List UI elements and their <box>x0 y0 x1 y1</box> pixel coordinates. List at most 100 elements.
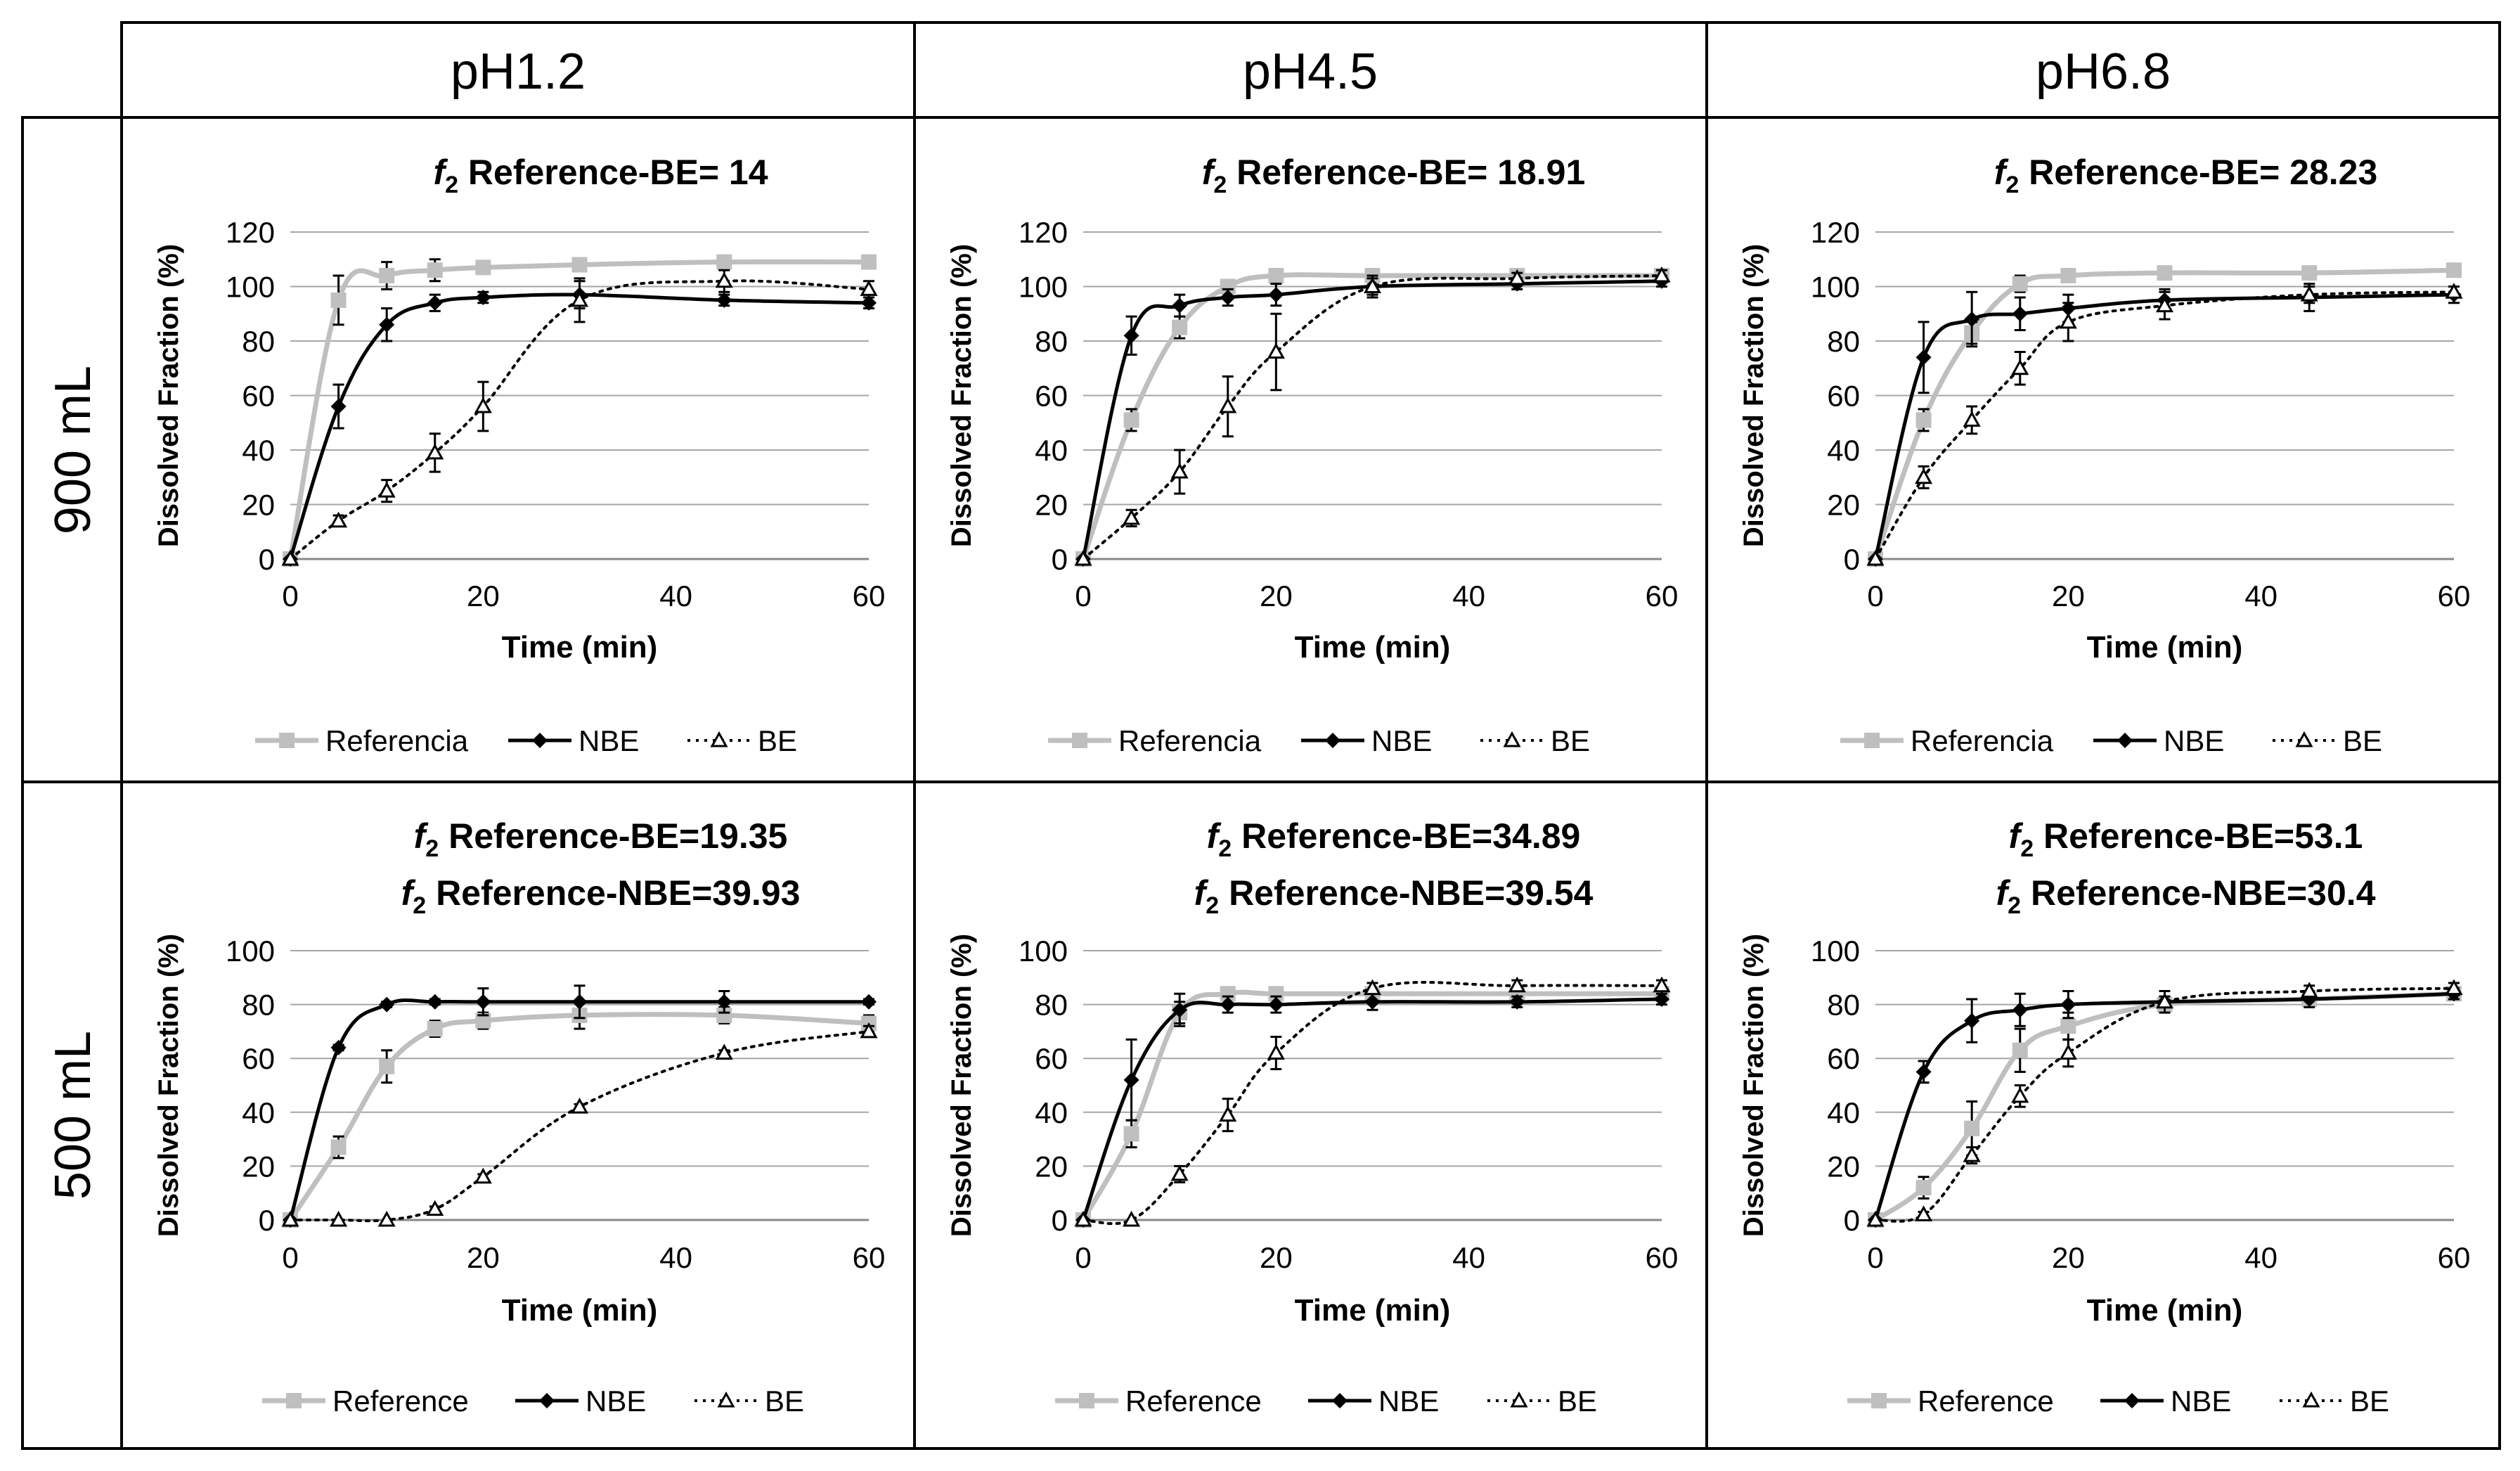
data-point-be <box>1267 342 1285 359</box>
y-tick-label: 60 <box>1035 1042 1068 1075</box>
table-frame <box>21 21 2501 1450</box>
data-point-reference <box>379 268 395 283</box>
data-point-be <box>1170 462 1189 479</box>
chart-title-subscript: 2 <box>1206 892 1219 919</box>
data-point-be <box>474 397 492 413</box>
x-axis-label: Time (min) <box>1295 1293 1451 1328</box>
data-point-be <box>474 1167 492 1184</box>
y-tick-label: 120 <box>1019 216 1068 249</box>
x-tick-label: 60 <box>2438 1241 2471 1274</box>
data-point-be <box>281 1210 299 1227</box>
data-point-be <box>2445 283 2463 299</box>
data-point-nbe <box>571 994 588 1010</box>
data-point-nbe <box>1364 994 1381 1010</box>
legend-marker-be <box>2302 1391 2320 1408</box>
x-tick-label: 60 <box>1646 1241 1679 1274</box>
data-point-nbe <box>1123 328 1139 344</box>
y-tick-label: 20 <box>242 1150 275 1183</box>
data-point-reference <box>1220 986 1236 1002</box>
y-tick-label: 80 <box>1827 989 1860 1022</box>
legend-label-be: BE <box>2343 724 2382 757</box>
data-point-nbe <box>330 1039 347 1055</box>
legend-label-be: BE <box>1551 724 1590 757</box>
data-point-be <box>570 1098 589 1114</box>
legend-label-be: BE <box>758 724 797 757</box>
chart-title-subscript: 2 <box>413 892 426 919</box>
y-tick-label: 20 <box>1035 489 1068 522</box>
chart-title-line: f2 Reference-BE= 18.91 <box>1202 153 1586 198</box>
data-point-reference <box>427 1021 443 1037</box>
y-tick-label: 40 <box>1035 1096 1068 1129</box>
legend-marker-nbe <box>2117 733 2133 748</box>
y-tick-label: 20 <box>1827 1150 1860 1183</box>
data-point-be <box>2300 285 2318 302</box>
data-point-be <box>330 1210 348 1227</box>
y-tick-label: 100 <box>1811 934 1860 968</box>
legend-marker-be <box>717 1391 735 1408</box>
data-point-reference <box>571 257 588 273</box>
chart-title-subscript: 2 <box>2005 172 2019 198</box>
x-tick-label: 40 <box>2244 579 2277 612</box>
data-point-reference <box>1964 1120 1980 1136</box>
y-tick-label: 100 <box>226 271 275 304</box>
y-tick-label: 120 <box>1811 216 1860 249</box>
data-point-be <box>2059 1043 2077 1060</box>
series-line-be <box>1874 290 2455 560</box>
data-point-be <box>2011 1086 2029 1103</box>
chart-title-line: f2 Reference-BE=34.89 <box>1207 816 1581 862</box>
x-tick-label: 20 <box>467 579 500 612</box>
series-line-nbe <box>1873 293 2456 561</box>
data-point-reference <box>2060 268 2076 283</box>
data-point-be <box>330 511 348 528</box>
data-point-reference <box>1172 319 1188 335</box>
data-point-be <box>715 1043 733 1060</box>
legend-marker-be <box>2295 731 2313 747</box>
legend-label-be: BE <box>765 1385 804 1418</box>
y-tick-label: 120 <box>226 216 275 249</box>
legend-marker-nbe <box>1332 1393 1348 1408</box>
y-tick-label: 80 <box>242 989 275 1022</box>
data-point-nbe <box>1268 287 1284 303</box>
y-tick-label: 60 <box>1827 1042 1860 1075</box>
chart-title-text: Reference-BE=34.89 <box>1232 816 1580 856</box>
data-point-be <box>1915 1205 1933 1221</box>
column-header-ph45: pH4.5 <box>1243 44 1378 100</box>
legend-marker-be <box>710 731 728 747</box>
legend-marker-nbe <box>1325 733 1340 748</box>
y-tick-label: 80 <box>1035 325 1068 358</box>
chart-title-subscript: 2 <box>2020 835 2034 862</box>
series-line-be <box>1082 274 1663 560</box>
y-tick-label: 20 <box>242 489 275 522</box>
data-point-reference <box>1123 412 1139 428</box>
series-line-be <box>1874 987 2455 1223</box>
series-line-nbe <box>288 293 871 561</box>
data-point-be <box>1915 468 1933 484</box>
data-point-reference <box>2012 276 2028 292</box>
data-point-reference <box>716 254 732 270</box>
x-tick-label: 20 <box>2052 579 2085 612</box>
y-tick-label: 40 <box>242 1096 275 1129</box>
legend-label-nbe: NBE <box>586 1385 646 1418</box>
legend-label-be: BE <box>1558 1385 1597 1418</box>
data-point-be <box>1267 1043 1285 1060</box>
data-point-be <box>1866 549 1885 566</box>
data-point-reference <box>2301 265 2318 281</box>
y-axis-label: Dissolved Fraction (%) <box>153 244 184 547</box>
data-point-be <box>2011 359 2029 375</box>
y-tick-label: 60 <box>1035 380 1068 413</box>
data-point-nbe <box>1220 996 1236 1013</box>
legend-label-reference: Referencia <box>325 724 469 757</box>
data-point-reference <box>330 292 347 308</box>
data-point-be <box>426 443 444 460</box>
data-point-reference <box>1220 278 1236 295</box>
data-point-reference <box>427 262 443 278</box>
y-tick-label: 60 <box>1827 380 1860 413</box>
legend-marker-nbe <box>539 1393 555 1408</box>
y-tick-label: 0 <box>1844 1204 1860 1237</box>
y-axis-label: Dissolved Fraction (%) <box>946 244 977 547</box>
legend-marker-reference <box>1072 733 1087 748</box>
data-point-reference <box>1915 1180 1932 1196</box>
data-point-be <box>377 1210 396 1227</box>
x-tick-label: 0 <box>1075 579 1091 612</box>
data-point-nbe <box>379 996 395 1013</box>
